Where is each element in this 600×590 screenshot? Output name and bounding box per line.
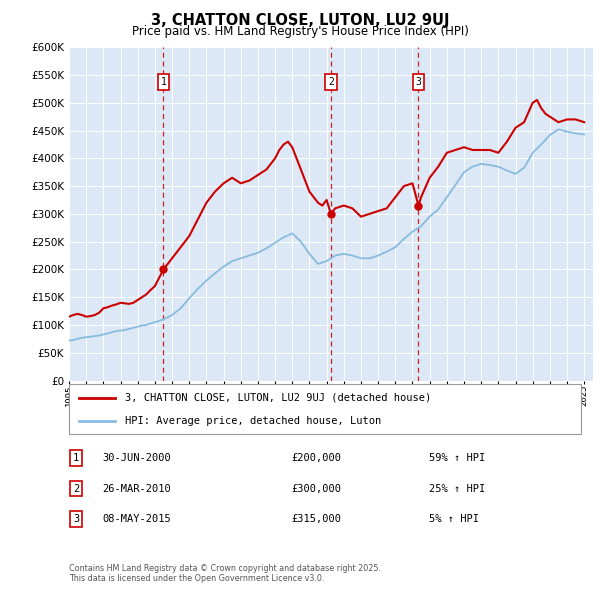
Text: HPI: Average price, detached house, Luton: HPI: Average price, detached house, Luto…: [125, 416, 382, 426]
Text: 3, CHATTON CLOSE, LUTON, LU2 9UJ: 3, CHATTON CLOSE, LUTON, LU2 9UJ: [151, 13, 449, 28]
Text: 3: 3: [416, 77, 421, 87]
FancyBboxPatch shape: [69, 384, 581, 434]
Text: 08-MAY-2015: 08-MAY-2015: [102, 514, 171, 524]
Text: 3, CHATTON CLOSE, LUTON, LU2 9UJ (detached house): 3, CHATTON CLOSE, LUTON, LU2 9UJ (detach…: [125, 392, 431, 402]
Text: 2: 2: [328, 77, 334, 87]
Text: 26-MAR-2010: 26-MAR-2010: [102, 484, 171, 493]
Text: Contains HM Land Registry data © Crown copyright and database right 2025.
This d: Contains HM Land Registry data © Crown c…: [69, 563, 381, 583]
Text: 1: 1: [73, 453, 79, 463]
Text: 3: 3: [73, 514, 79, 524]
Text: 25% ↑ HPI: 25% ↑ HPI: [429, 484, 485, 493]
Text: 59% ↑ HPI: 59% ↑ HPI: [429, 453, 485, 463]
Text: £200,000: £200,000: [291, 453, 341, 463]
Text: Price paid vs. HM Land Registry's House Price Index (HPI): Price paid vs. HM Land Registry's House …: [131, 25, 469, 38]
Text: £300,000: £300,000: [291, 484, 341, 493]
Text: £315,000: £315,000: [291, 514, 341, 524]
Text: 5% ↑ HPI: 5% ↑ HPI: [429, 514, 479, 524]
Text: 2: 2: [73, 484, 79, 493]
Text: 1: 1: [161, 77, 166, 87]
Text: 30-JUN-2000: 30-JUN-2000: [102, 453, 171, 463]
